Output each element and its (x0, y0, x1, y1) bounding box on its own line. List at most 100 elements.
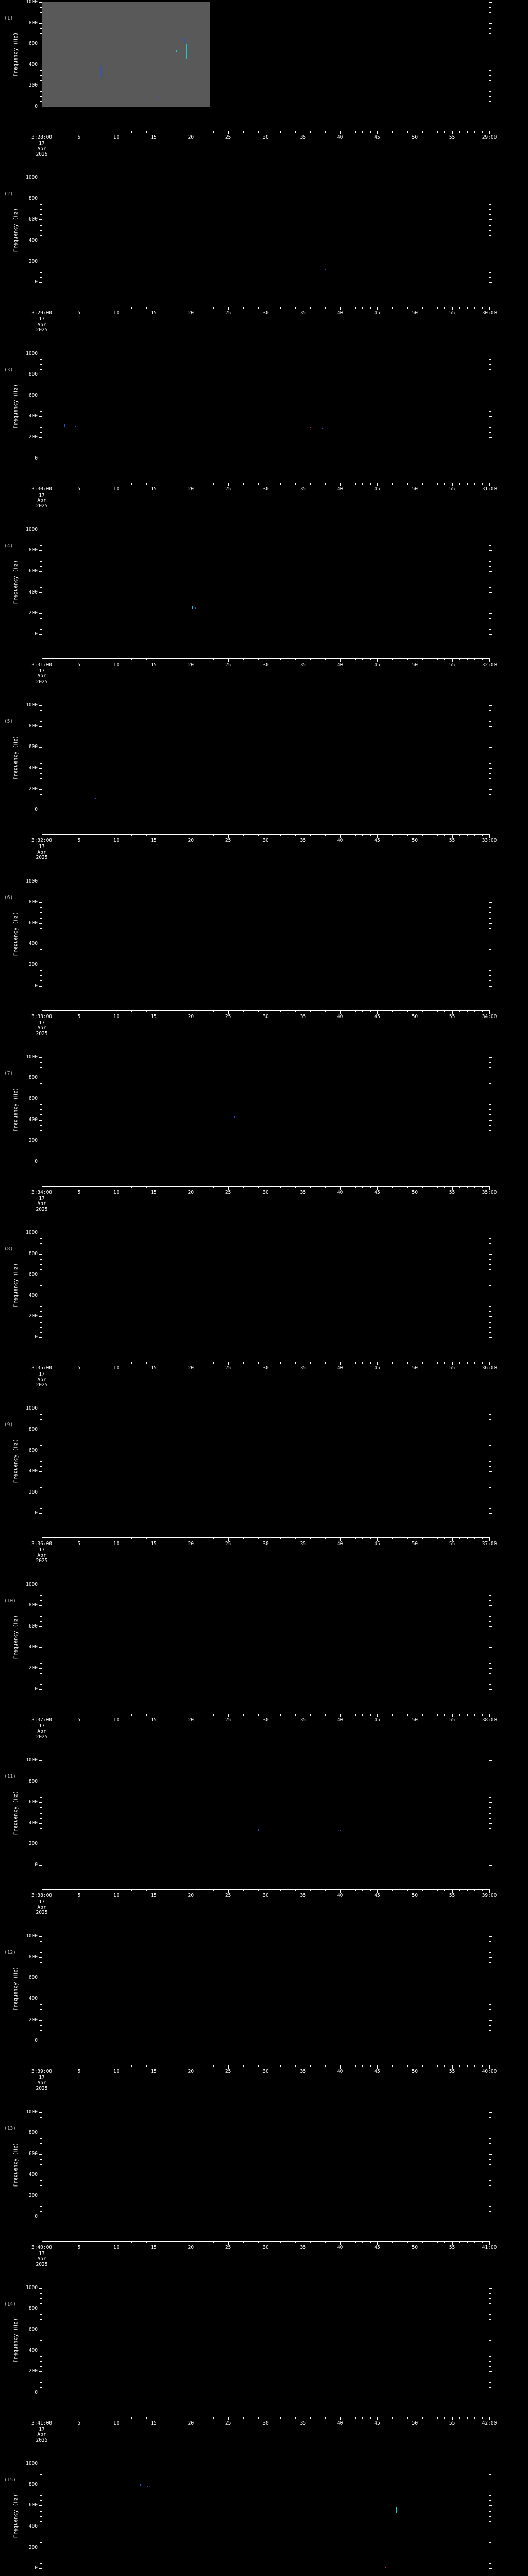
y-tick (39, 571, 42, 572)
x-tick (474, 131, 475, 133)
y-tick-label: 800 (28, 20, 38, 26)
y-tick (489, 1812, 491, 1814)
y-tick (489, 592, 492, 593)
x-tick-label: 20 (188, 2244, 194, 2250)
x-tick (228, 1889, 229, 1893)
x-tick (243, 658, 244, 660)
y-tick (489, 2298, 491, 2299)
plot-area (39, 1409, 492, 1514)
x-tick (131, 658, 132, 660)
x-tick-label: 10 (113, 486, 120, 492)
x-tick (131, 1537, 132, 1540)
x-tick (377, 1713, 378, 1717)
y-tick-label: 600 (28, 2150, 38, 2157)
y-tick (489, 272, 491, 273)
x-tick-label: 5 (77, 134, 81, 140)
y-tick (489, 1605, 492, 1606)
plot-area (39, 881, 492, 987)
x-tick (310, 1362, 311, 1364)
x-tick (340, 834, 341, 838)
x-tick-label: 25 (225, 1365, 232, 1371)
x-tick (243, 2416, 244, 2419)
x-tick-label: 30 (262, 838, 269, 844)
y-tick (39, 23, 42, 24)
x-tick-label: 25 (225, 1013, 232, 1020)
x-tick (228, 1185, 229, 1190)
x-tick (377, 1537, 378, 1541)
y-tick (489, 705, 492, 706)
date-stack-line: 2025 (36, 1206, 48, 1212)
x-tick (459, 2065, 460, 2067)
y-tick (489, 1285, 491, 1286)
x-tick (452, 1362, 453, 1366)
x-tick (444, 1889, 446, 1891)
x-tick (355, 131, 356, 133)
y-tick-label: 600 (28, 216, 38, 223)
y-tick (489, 2474, 491, 2475)
x-tick (392, 2416, 393, 2419)
x-tick (489, 2065, 490, 2069)
y-tick (40, 949, 42, 950)
x-tick (437, 131, 438, 133)
x-tick (370, 1889, 371, 1891)
x-tick (49, 482, 50, 485)
y-tick (40, 1461, 42, 1462)
y-tick (489, 1663, 491, 1664)
y-tick (489, 1621, 491, 1622)
x-tick (459, 658, 460, 660)
x-tick-label: 42:00 (482, 2420, 497, 2426)
x-tick (362, 2241, 364, 2243)
panel-12: (12) Frequency (Hz) 0 200 400 600 800 1000 3:39:… (0, 1934, 528, 2110)
y-tick-label: 400 (28, 1820, 38, 1826)
y-tick-label: 400 (28, 1292, 38, 1298)
y-tick (39, 550, 42, 551)
x-tick (459, 131, 460, 133)
y-tick (40, 235, 42, 236)
x-tick-label: 10 (113, 134, 120, 140)
date-stack-line: Apr (37, 2080, 46, 2086)
y-tick (40, 1125, 42, 1126)
y-tick (40, 2474, 42, 2475)
x-tick (362, 2065, 364, 2067)
x-tick (407, 1889, 408, 1891)
plot-background (42, 529, 489, 634)
y-tick-label: 800 (28, 547, 38, 553)
x-tick-label: 50 (411, 1365, 418, 1371)
x-tick (474, 1889, 475, 1891)
x-tick (228, 658, 229, 662)
y-tick-label: 200 (28, 2368, 38, 2375)
x-tick (459, 1889, 460, 1891)
x-tick (437, 2065, 438, 2067)
x-tick-label: 15 (151, 310, 157, 316)
x-tick (370, 307, 371, 309)
x-tick-label: 15 (151, 1893, 157, 1899)
x-tick (295, 2416, 296, 2419)
x-tick (407, 1537, 408, 1540)
x-tick (474, 2241, 475, 2243)
y-tick (39, 1802, 42, 1803)
x-tick (355, 2241, 356, 2243)
x-tick-label: 55 (449, 662, 455, 668)
y-tick-label: 0 (35, 279, 38, 285)
x-tick-label: 35 (300, 662, 306, 668)
x-tick (362, 1537, 364, 1540)
x-tick (362, 1889, 364, 1891)
x-tick (258, 1537, 259, 1540)
y-tick-label: 200 (28, 1489, 38, 1495)
x-tick (452, 482, 453, 486)
panel-10: (10) Frequency (Hz) 0 200 400 600 800 1000 3:37:… (0, 1582, 528, 1758)
y-tick (489, 970, 491, 971)
x-tick-labels: 3:39:00 5 10 15 20 25 30 35 40 45 50 55 40:00 (0, 2069, 528, 2076)
x-tick (295, 2241, 296, 2243)
x-tick (452, 658, 453, 662)
x-tick (310, 2241, 311, 2243)
y-tick (489, 789, 492, 790)
x-tick (377, 834, 378, 838)
y-axis-title: Frequency (Hz) (13, 1790, 19, 1835)
date-stack-line: 17 (39, 668, 45, 674)
y-tick (489, 902, 492, 903)
y-tick-label: 600 (28, 2502, 38, 2509)
y-tick (489, 1600, 491, 1601)
y-tick (489, 1647, 492, 1648)
y-tick-label: 200 (28, 2016, 38, 2023)
